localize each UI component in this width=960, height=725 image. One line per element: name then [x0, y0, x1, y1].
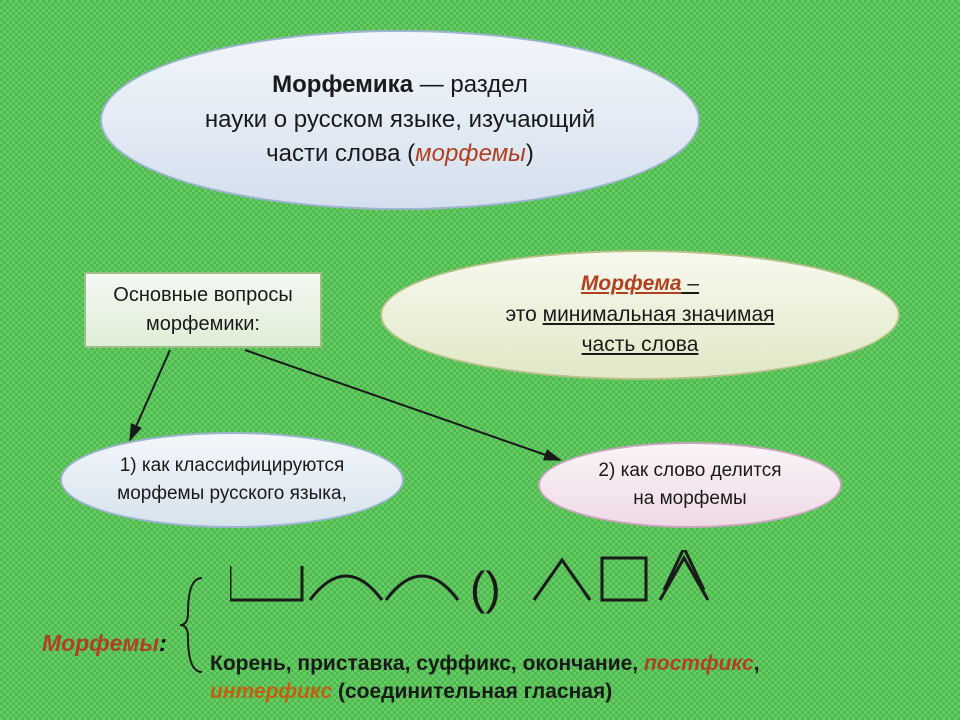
bottom-line1-em: постфикс	[644, 652, 754, 675]
morphemes-label-text: Морфемы	[42, 630, 159, 656]
bottom-line1-b: ,	[754, 652, 760, 675]
def-line3-a: части слова (	[266, 140, 415, 167]
def-line3-em: морфемы	[415, 140, 526, 167]
bottom-line2: интерфикс (соединительная гласная)	[210, 678, 760, 706]
svg-text:(): ()	[470, 562, 501, 614]
bottom-list: Корень, приставка, суффикс, окончание, п…	[210, 650, 760, 707]
def-line2: науки о русском языке, изучающий	[205, 103, 595, 138]
morpheme-line1: Морфема –	[581, 269, 699, 299]
questions-rect: Основные вопросы морфемики:	[84, 272, 322, 348]
bottom-line1: Корень, приставка, суффикс, окончание, п…	[210, 650, 760, 678]
def-term: Морфемика	[272, 71, 413, 98]
morphemes-label: Морфемы:	[42, 630, 167, 657]
diagram-content: Морфемика — раздел науки о русском языке…	[0, 0, 960, 720]
question2-ellipse: 2) как слово делится на морфемы	[538, 442, 842, 528]
morpheme-line1-rest: –	[682, 272, 700, 295]
morpheme-line2: это минимальная значимая	[505, 300, 774, 330]
bottom-line1-a: Корень, приставка, суффикс, окончание,	[210, 652, 644, 675]
brace-svg	[178, 576, 204, 674]
q2-line2: на морфемы	[633, 485, 746, 513]
questions-line2: морфемики:	[146, 310, 260, 339]
def-line1: Морфемика — раздел	[272, 68, 528, 103]
morphemes-label-colon: :	[159, 630, 167, 656]
morpheme-term: Морфема	[581, 272, 682, 295]
q1-line2: морфемы русского языка,	[117, 480, 347, 508]
def-line3-b: )	[526, 140, 534, 167]
q2-line1: 2) как слово делится	[598, 457, 781, 485]
curly-brace	[178, 576, 204, 679]
morpheme-ellipse: Морфема – это минимальная значимая часть…	[380, 250, 900, 380]
morpheme-line2-u: минимальная значимая	[543, 303, 775, 326]
morpheme-symbols: ()	[230, 550, 790, 619]
def-line3: части слова (морфемы)	[266, 137, 534, 172]
q1-line1: 1) как классифицируются	[120, 452, 345, 480]
definition-ellipse: Морфемика — раздел науки о русском языке…	[100, 30, 700, 210]
bottom-line2-em: интерфикс	[210, 680, 332, 703]
def-line1-rest: — раздел	[413, 71, 528, 98]
bottom-line2-rest: (соединительная гласная)	[332, 680, 612, 703]
morpheme-line3: часть слова	[582, 330, 699, 360]
question1-ellipse: 1) как классифицируются морфемы русского…	[60, 432, 404, 528]
symbols-svg: ()	[230, 550, 790, 614]
morpheme-line2-a: это	[505, 303, 542, 326]
questions-line1: Основные вопросы	[113, 281, 292, 310]
